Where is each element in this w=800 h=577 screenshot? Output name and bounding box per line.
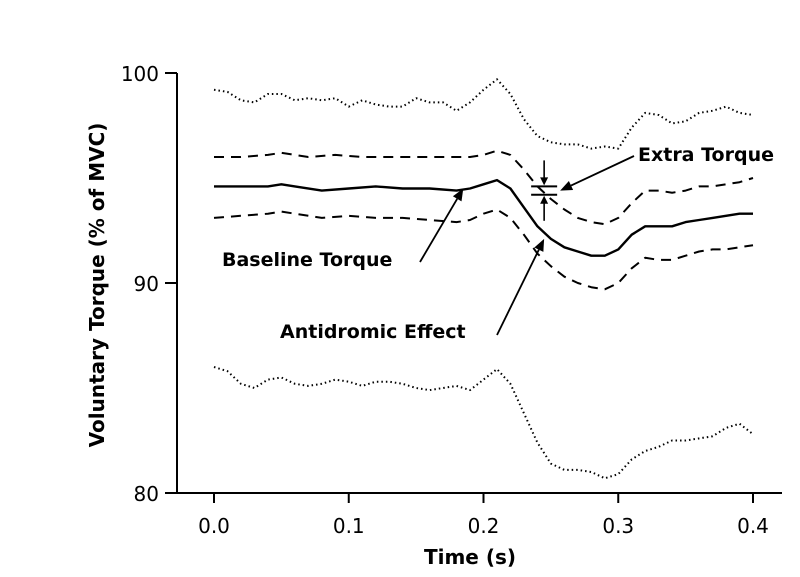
bracket-arrowhead-down [540,177,549,186]
x-tick-label: 0.2 [468,514,500,538]
series-line-solid [214,178,753,257]
annotation-extra-torque: Extra Torque [638,144,774,166]
annotation-arrows [419,155,635,336]
x-tick-label: 0.3 [602,514,634,538]
annotation-baseline-torque: Baseline Torque [222,249,392,271]
y-tick-label: 90 [134,272,159,296]
ticks [165,72,754,503]
annotation-arrowhead [560,180,574,191]
x-axis-title: Time (s) [424,545,516,569]
series-line-dotted [213,366,754,480]
x-tick-label: 0.4 [737,514,769,538]
x-tick-label: 0.1 [333,514,365,538]
extra-torque-bracket [531,160,558,221]
tick-labels: 0.0 0.1 0.2 0.3 0.4 80 90 100 [121,62,769,538]
y-tick-label: 80 [134,482,159,506]
bracket-arrowhead-up [540,195,549,204]
annotation-arrowhead [452,188,464,202]
axes [176,73,782,494]
annotation-arrow-line [570,155,635,187]
annotation-arrow-line [419,198,458,263]
series-line-dashed [214,149,754,226]
annotation-arrow-line [496,249,540,336]
series-line-dotted [213,78,754,150]
annotation-arrowhead [534,238,545,252]
annotation-antidromic-effect: Antidromic Effect [280,321,466,343]
y-axis-title: Voluntary Torque (% of MVC) [85,123,109,448]
x-tick-label: 0.0 [198,514,230,538]
y-tick-label: 100 [121,62,159,86]
series-group [213,78,754,480]
